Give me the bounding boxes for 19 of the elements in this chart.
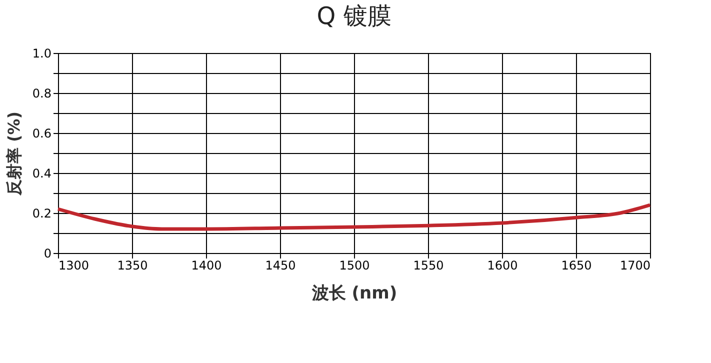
x-axis-title: 波长 (nm) xyxy=(310,284,398,304)
chart-title: Q 镀膜 xyxy=(316,2,392,30)
y-axis-title: 反射率 (%) xyxy=(4,111,24,197)
x-tick-label: 1500 xyxy=(339,258,370,272)
y-tick-label: 0.2 xyxy=(32,206,52,220)
x-tick-label: 1600 xyxy=(487,258,518,272)
x-tick-label: 1400 xyxy=(191,258,222,272)
x-tick-label: 1700 xyxy=(620,258,650,272)
y-tick-label: 0.4 xyxy=(32,166,52,180)
y-tick-label: 0 xyxy=(44,246,52,260)
x-tick-label: 1650 xyxy=(561,258,592,272)
x-tick-label: 1300 xyxy=(58,258,90,272)
line-series xyxy=(56,203,652,231)
y-tick-label: 0.8 xyxy=(32,86,52,100)
x-tick-label: 1350 xyxy=(117,258,148,272)
y-tick-label: 0.6 xyxy=(32,126,52,140)
x-tick-label: 1450 xyxy=(265,258,296,272)
x-tick-label: 1550 xyxy=(413,258,444,272)
y-tick-label: 1.0 xyxy=(32,46,52,60)
